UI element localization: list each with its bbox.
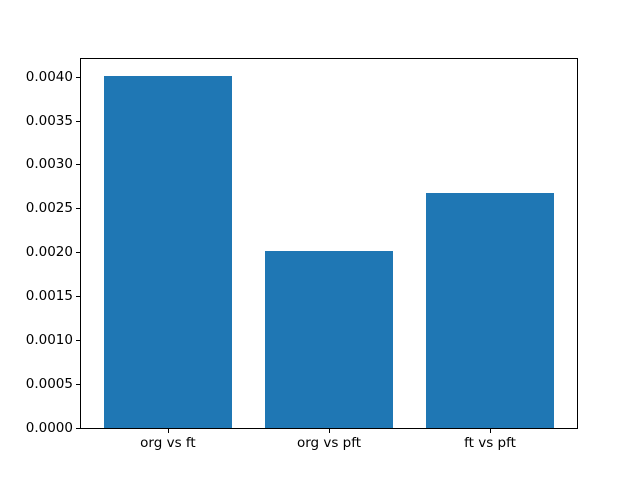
y-tick-mark	[76, 384, 80, 386]
y-tick-mark	[76, 296, 80, 298]
y-tick-label: 0.0040	[25, 68, 73, 85]
y-axis: 0.0000 0.0005 0.0010 0.0015 0.0020 0.0025 0.00…	[26, 59, 577, 435]
y-tick-label: 0.0015	[25, 288, 73, 305]
y-tick-label: 0.0030	[25, 156, 73, 173]
y-tick-mark	[76, 340, 80, 342]
x-axis: org vs ft org vs pft ft vs pft	[81, 59, 577, 450]
x-tick-label: org vs ft	[140, 435, 196, 451]
y-tick-mark	[76, 76, 80, 78]
x-tick-mark	[329, 429, 330, 433]
x-tick-mark	[490, 429, 492, 433]
x-tick-label: ft vs pft	[464, 435, 516, 451]
y-tick-mark	[76, 164, 80, 166]
bars-container	[81, 59, 577, 428]
x-tick-label: org vs pft	[296, 435, 362, 451]
y-tick-label: 0.0035	[25, 112, 73, 129]
y-tick-mark	[76, 252, 80, 254]
y-tick-mark	[76, 208, 80, 210]
y-tick-label: 0.0025	[25, 200, 73, 217]
y-tick-mark	[76, 120, 80, 122]
bar-org-vs-pft	[264, 250, 394, 428]
bar-ft-vs-pft	[425, 192, 555, 428]
y-tick-label: 0.0010	[25, 332, 73, 349]
x-tick-mark	[167, 429, 169, 433]
y-tick-label: 0.0000	[25, 420, 73, 436]
y-tick-label: 0.0020	[25, 244, 73, 261]
y-tick-label: 0.0005	[25, 376, 73, 393]
bar-org-vs-ft	[103, 75, 233, 428]
plot-area: 0.0000 0.0005 0.0010 0.0015 0.0020 0.0025 0.00…	[26, 58, 578, 450]
y-tick-mark	[76, 428, 80, 429]
